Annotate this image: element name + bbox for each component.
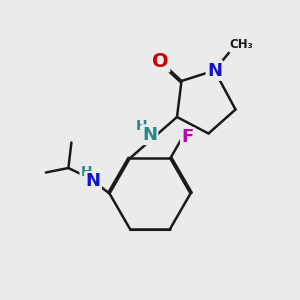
Text: H: H bbox=[136, 119, 148, 133]
Text: F: F bbox=[182, 128, 194, 146]
Text: N: N bbox=[85, 172, 100, 190]
Text: CH₃: CH₃ bbox=[230, 38, 254, 52]
Text: N: N bbox=[142, 126, 157, 144]
Text: N: N bbox=[207, 61, 222, 80]
Text: O: O bbox=[152, 52, 169, 71]
Text: H: H bbox=[81, 166, 92, 179]
